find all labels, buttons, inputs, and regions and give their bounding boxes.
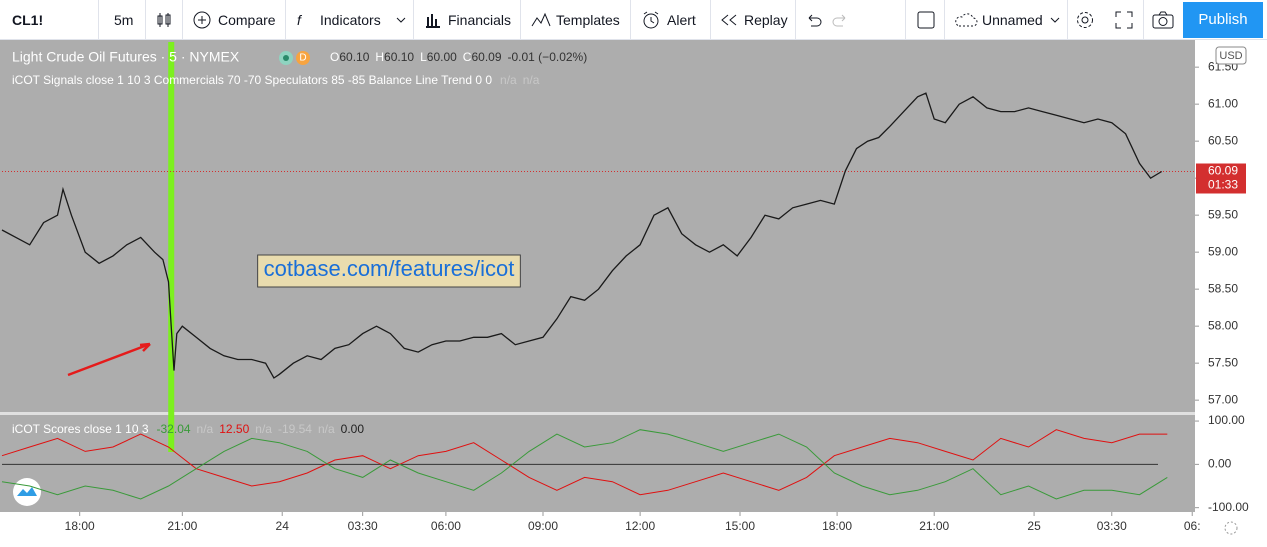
pane-legend-value: 12.50 bbox=[219, 422, 249, 436]
templates-icon[interactable] bbox=[531, 11, 551, 29]
compare-icon[interactable] bbox=[192, 10, 212, 30]
replay[interactable]: Replay bbox=[744, 12, 788, 28]
y-tick-label: 59.50 bbox=[1208, 207, 1238, 221]
financials-icon[interactable] bbox=[424, 11, 442, 29]
axis-settings[interactable] bbox=[1224, 521, 1238, 535]
alert[interactable]: Alert bbox=[667, 12, 696, 28]
ohlc-value: 60.00 bbox=[427, 50, 457, 64]
x-tick-label: 18:00 bbox=[65, 519, 95, 533]
signal-bar bbox=[168, 42, 175, 452]
logo-mark bbox=[17, 487, 37, 496]
y-tick-label: 59.00 bbox=[1208, 244, 1238, 258]
interval[interactable]: 5m bbox=[114, 12, 134, 28]
x-tick-label: 03:30 bbox=[1097, 519, 1127, 533]
x-tick-label: 24 bbox=[276, 519, 290, 533]
layout-icon[interactable] bbox=[917, 11, 935, 29]
financials[interactable]: Financials bbox=[448, 12, 512, 28]
ohlc-value: 60.10 bbox=[339, 50, 369, 64]
ohlc-name: O bbox=[330, 50, 339, 64]
pane-legend-value: -19.54 bbox=[278, 422, 312, 436]
y-tick-label: 57.50 bbox=[1208, 355, 1238, 369]
x-tick-label: 06:00 bbox=[431, 519, 461, 533]
watermark-box bbox=[257, 254, 521, 288]
ohlc-name: L bbox=[420, 50, 427, 64]
ohlc-name: H bbox=[375, 50, 384, 64]
y-tick-label: 58.50 bbox=[1208, 281, 1238, 295]
logo bbox=[13, 478, 41, 506]
pane-legend-value: n/a bbox=[197, 422, 214, 436]
y-tick-label: 61.00 bbox=[1208, 96, 1238, 110]
undo-redo[interactable] bbox=[805, 12, 849, 28]
price-axis bbox=[1195, 40, 1267, 547]
pane-legend-value: n/a bbox=[255, 422, 272, 436]
badge: D bbox=[299, 53, 306, 64]
plot-background bbox=[0, 40, 1195, 512]
x-tick-label: 09:00 bbox=[528, 519, 558, 533]
pane-title: iCOT Scores close 1 10 3 bbox=[12, 422, 149, 436]
templates[interactable]: Templates bbox=[556, 12, 620, 28]
x-tick-label: 21:00 bbox=[167, 519, 197, 533]
dropdown-icon[interactable] bbox=[396, 16, 406, 24]
ohlc-name: C bbox=[463, 50, 472, 64]
symbol[interactable]: CL1! bbox=[12, 12, 44, 28]
settings-icon[interactable] bbox=[1075, 10, 1095, 30]
x-tick-label: 25 bbox=[1027, 519, 1041, 533]
toolbar: CL1! 5m Compare f Indicators Financials … bbox=[0, 0, 1267, 40]
status-dot-inner bbox=[283, 55, 289, 61]
replay-icon[interactable] bbox=[720, 13, 738, 27]
indicator-value: n/a bbox=[523, 73, 540, 87]
time-axis bbox=[0, 512, 1195, 547]
x-tick-label: 12:00 bbox=[625, 519, 655, 533]
y-tick-label: 57.00 bbox=[1208, 392, 1238, 406]
chart: 57.00 57.50 58.00 58.50 59.00 59.50 60.00 60.50… bbox=[0, 40, 1267, 547]
x-tick-label: 06: bbox=[1184, 519, 1201, 533]
publish-button[interactable]: Publish bbox=[1183, 2, 1263, 38]
x-tick-label: 21:00 bbox=[919, 519, 949, 533]
y-tick-label: 0.00 bbox=[1208, 457, 1232, 471]
x-tick-label: 03:30 bbox=[348, 519, 378, 533]
series-line bbox=[1, 429, 1168, 500]
alert-icon[interactable] bbox=[641, 10, 661, 30]
currency-box bbox=[1215, 46, 1247, 65]
y-tick-label: 60.50 bbox=[1208, 133, 1238, 147]
pane-legend-value: n/a bbox=[318, 422, 335, 436]
compare[interactable]: Compare bbox=[218, 12, 276, 28]
indicator-label: iCOT Signals close 1 10 3 Commercials 70… bbox=[12, 73, 492, 87]
chart-title: Light Crude Oil Futures · 5 · NYMEX bbox=[12, 49, 240, 65]
ohlc-value: 60.10 bbox=[384, 50, 414, 64]
y-tick-label: -100.00 bbox=[1208, 500, 1249, 514]
candle-icon[interactable] bbox=[156, 11, 172, 29]
ohlc-value: 60.09 bbox=[471, 50, 501, 64]
last-price-label: 60.09 bbox=[1208, 164, 1238, 178]
indicators[interactable]: Indicators bbox=[320, 12, 381, 28]
x-tick-label: 18:00 bbox=[822, 519, 852, 533]
snapshot-icon[interactable] bbox=[1152, 11, 1174, 29]
pane-legend-value: -32.04 bbox=[157, 422, 191, 436]
annotation-arrow bbox=[67, 342, 151, 377]
price-change: -0.01 (−0.02%) bbox=[508, 50, 588, 64]
badge-bg bbox=[296, 51, 310, 65]
indicator-value: n/a bbox=[500, 73, 517, 87]
dropdown-icon[interactable] bbox=[1050, 16, 1060, 24]
pane-legend-value: 0.00 bbox=[341, 422, 365, 436]
currency: USD bbox=[1219, 50, 1242, 62]
cloud-icon[interactable] bbox=[953, 12, 979, 28]
y-tick-label: 100.00 bbox=[1208, 413, 1245, 427]
countdown: 01:33 bbox=[1208, 178, 1238, 192]
watermark: cotbase.com/features/icot bbox=[264, 256, 515, 281]
y-tick-label: 58.00 bbox=[1208, 318, 1238, 332]
layout-name[interactable]: Unnamed bbox=[982, 12, 1043, 28]
x-tick-label: 15:00 bbox=[725, 519, 755, 533]
series-line bbox=[1, 92, 1163, 379]
last-price-box bbox=[1196, 163, 1246, 194]
fullscreen-icon[interactable] bbox=[1115, 11, 1133, 29]
